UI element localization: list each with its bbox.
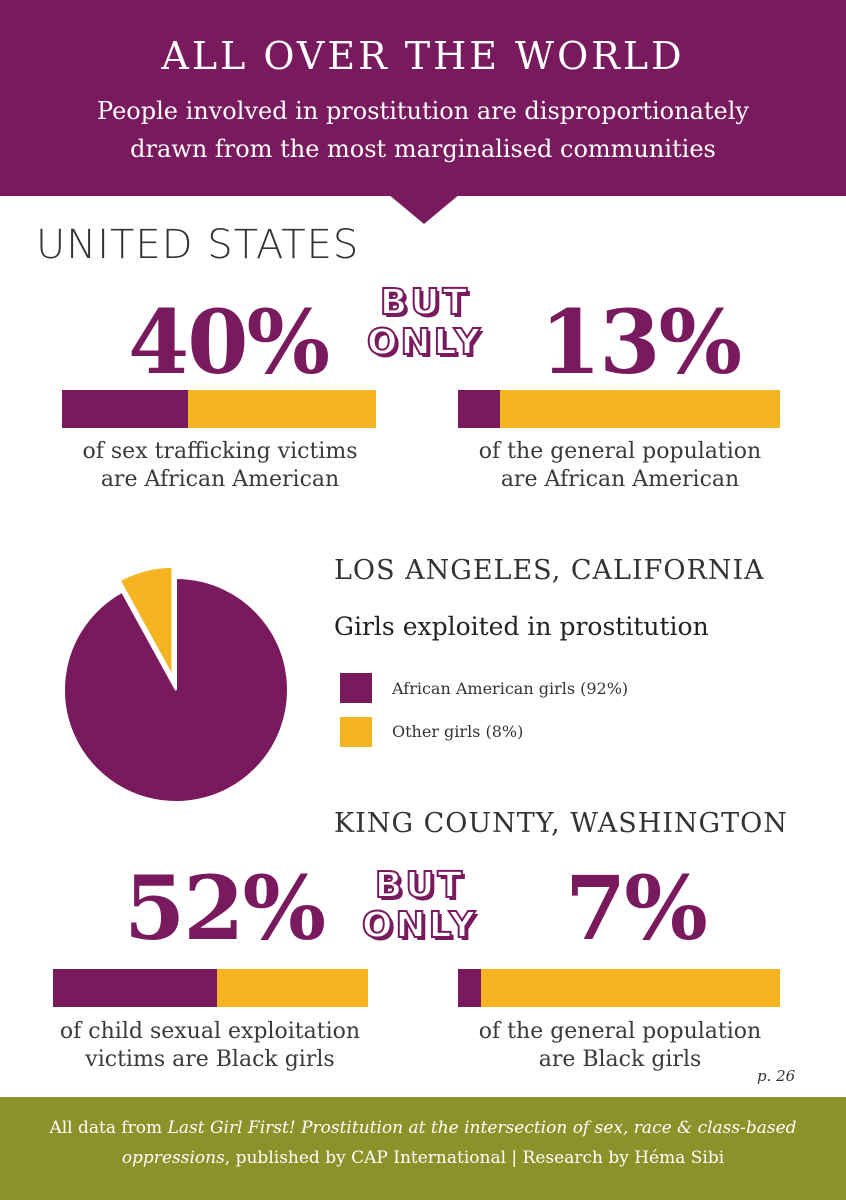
legend-swatch-other — [340, 717, 372, 747]
us-right-caption-line2: are African American — [500, 467, 740, 492]
legend-swatch-african-american — [340, 673, 372, 703]
us-right-bar — [458, 390, 780, 428]
region-los-angeles: LOS ANGELES, CALIFORNIA — [334, 555, 765, 586]
la-chart-title: Girls exploited in prostitution — [334, 612, 709, 641]
header-banner — [0, 0, 846, 196]
header-subtitle-line1: People involved in prostitution are disp… — [97, 97, 749, 125]
king-left-caption: of child sexual exploitation victims are… — [30, 1018, 390, 1074]
us-left-caption-line2: are African American — [100, 467, 340, 492]
pie-slice-african-american — [63, 576, 289, 803]
footer-suffix: , published by CAP International | Resea… — [224, 1148, 725, 1168]
king-right-caption: of the general population are Black girl… — [440, 1018, 800, 1074]
king-but-only: BUT ONLY — [345, 865, 495, 947]
legend-label-other: Other girls (8%) — [392, 722, 524, 741]
us-right-caption: of the general population are African Am… — [440, 438, 800, 494]
footer-source-title-cont: oppressions — [121, 1148, 225, 1168]
us-only-label: ONLY — [366, 322, 484, 364]
pie-slice-other — [117, 564, 175, 680]
header-arrow — [388, 194, 460, 224]
header-subtitle: People involved in prostitution are disp… — [20, 92, 826, 168]
footer-source-note: All data from Last Girl First! Prostitut… — [40, 1113, 806, 1173]
king-left-bar — [53, 969, 368, 1007]
king-but-label: BUT — [374, 865, 466, 907]
king-left-caption-line2: victims are Black girls — [85, 1047, 335, 1072]
king-right-caption-line2: are Black girls — [538, 1047, 702, 1072]
king-right-bar-fill — [458, 969, 481, 1007]
page-number: p. 26 — [757, 1067, 796, 1085]
legend-label-african-american: African American girls (92%) — [392, 679, 629, 698]
king-left-stat: 52% — [124, 856, 326, 960]
us-right-bar-fill — [458, 390, 500, 428]
us-but-only: BUT ONLY — [350, 282, 500, 364]
footer-source-title: Last Girl First! Prostitution at the int… — [167, 1118, 797, 1138]
us-left-bar-fill — [62, 390, 188, 428]
us-right-stat: 13% — [540, 290, 742, 394]
king-right-stat: 7% — [565, 856, 708, 960]
us-left-caption: of sex trafficking victims are African A… — [40, 438, 400, 494]
us-but-label: BUT — [379, 282, 471, 324]
footer-banner — [0, 1097, 846, 1200]
king-only-label: ONLY — [361, 905, 479, 947]
header-title: ALL OVER THE WORLD — [161, 34, 685, 78]
region-united-states: UNITED STATES — [36, 222, 360, 268]
king-right-bar — [458, 969, 780, 1007]
la-pie-chart — [63, 564, 289, 803]
king-left-bar-fill — [53, 969, 217, 1007]
us-left-caption-line1: of sex trafficking victims — [82, 439, 358, 464]
footer-prefix: All data from — [49, 1118, 168, 1138]
region-king-county: KING COUNTY, WASHINGTON — [334, 808, 788, 839]
header-subtitle-line2: drawn from the most marginalised communi… — [130, 135, 716, 163]
us-right-caption-line1: of the general population — [478, 439, 762, 464]
king-left-caption-line1: of child sexual exploitation — [59, 1019, 361, 1044]
us-left-bar — [62, 390, 376, 428]
us-left-stat: 40% — [128, 290, 330, 394]
king-right-caption-line1: of the general population — [478, 1019, 762, 1044]
